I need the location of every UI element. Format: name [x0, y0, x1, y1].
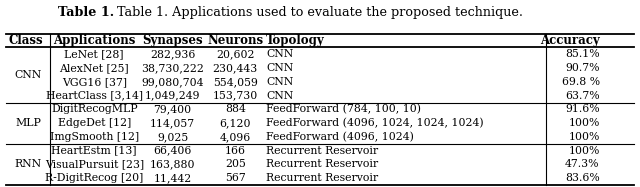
Text: RNN: RNN	[15, 160, 42, 169]
Text: 85.1%: 85.1%	[565, 49, 600, 59]
Text: 47.3%: 47.3%	[565, 160, 600, 169]
Text: Recurrent Reservoir: Recurrent Reservoir	[266, 146, 378, 156]
Text: LeNet [28]: LeNet [28]	[65, 49, 124, 59]
Text: 166: 166	[225, 146, 246, 156]
Text: 205: 205	[225, 160, 246, 169]
Text: 91.6%: 91.6%	[565, 104, 600, 114]
Text: Table 1. Applications used to evaluate the proposed technique.: Table 1. Applications used to evaluate t…	[117, 6, 523, 19]
Text: ImgSmooth [12]: ImgSmooth [12]	[50, 132, 139, 142]
Text: 83.6%: 83.6%	[565, 173, 600, 183]
Text: 884: 884	[225, 104, 246, 114]
Text: 100%: 100%	[568, 118, 600, 128]
Text: 567: 567	[225, 173, 246, 183]
Text: 282,936: 282,936	[150, 49, 195, 59]
Text: Table 1.: Table 1.	[58, 6, 114, 19]
Text: Neurons: Neurons	[207, 34, 264, 47]
Text: CNN: CNN	[15, 70, 42, 80]
Text: 554,059: 554,059	[213, 77, 258, 87]
Text: VisualPursuit [23]: VisualPursuit [23]	[45, 160, 144, 169]
Text: 100%: 100%	[568, 146, 600, 156]
Text: 163,880: 163,880	[150, 160, 195, 169]
Text: 153,730: 153,730	[212, 91, 258, 101]
Text: FeedForward (4096, 1024, 1024, 1024): FeedForward (4096, 1024, 1024, 1024)	[266, 118, 484, 128]
Text: 69.8 %: 69.8 %	[561, 77, 600, 87]
Text: Applications: Applications	[53, 34, 136, 47]
Text: MLP: MLP	[15, 118, 42, 128]
Text: 1,049,249: 1,049,249	[145, 91, 200, 101]
Text: HeartEstm [13]: HeartEstm [13]	[51, 146, 137, 156]
Text: Recurrent Reservoir: Recurrent Reservoir	[266, 160, 378, 169]
Text: Class: Class	[9, 34, 44, 47]
Text: 230,443: 230,443	[212, 63, 258, 73]
Text: R-DigitRecog [20]: R-DigitRecog [20]	[45, 173, 143, 183]
Text: Topology: Topology	[266, 34, 325, 47]
Text: CNN: CNN	[266, 77, 293, 87]
Text: 38,730,222: 38,730,222	[141, 63, 204, 73]
Text: 20,602: 20,602	[216, 49, 255, 59]
Text: 79,400: 79,400	[154, 104, 191, 114]
Text: VGG16 [37]: VGG16 [37]	[61, 77, 127, 87]
Text: 63.7%: 63.7%	[565, 91, 600, 101]
Text: 66,406: 66,406	[154, 146, 192, 156]
Text: 9,025: 9,025	[157, 132, 188, 142]
Text: 4,096: 4,096	[220, 132, 251, 142]
Text: 99,080,704: 99,080,704	[141, 77, 204, 87]
Text: FeedForward (4096, 1024): FeedForward (4096, 1024)	[266, 132, 414, 142]
Text: EdgeDet [12]: EdgeDet [12]	[58, 118, 131, 128]
Text: Accuracy: Accuracy	[540, 34, 600, 47]
Text: DigitRecogMLP: DigitRecogMLP	[51, 104, 138, 114]
Text: 11,442: 11,442	[154, 173, 192, 183]
Text: Synapses: Synapses	[142, 34, 203, 47]
Text: CNN: CNN	[266, 63, 293, 73]
Text: AlexNet [25]: AlexNet [25]	[60, 63, 129, 73]
Text: HeartClass [3,14]: HeartClass [3,14]	[45, 91, 143, 101]
Text: 90.7%: 90.7%	[565, 63, 600, 73]
Text: CNN: CNN	[266, 49, 293, 59]
Text: 6,120: 6,120	[220, 118, 251, 128]
Text: 100%: 100%	[568, 132, 600, 142]
Text: Recurrent Reservoir: Recurrent Reservoir	[266, 173, 378, 183]
Text: 114,057: 114,057	[150, 118, 195, 128]
Text: FeedForward (784, 100, 10): FeedForward (784, 100, 10)	[266, 104, 421, 115]
Text: CNN: CNN	[266, 91, 293, 101]
